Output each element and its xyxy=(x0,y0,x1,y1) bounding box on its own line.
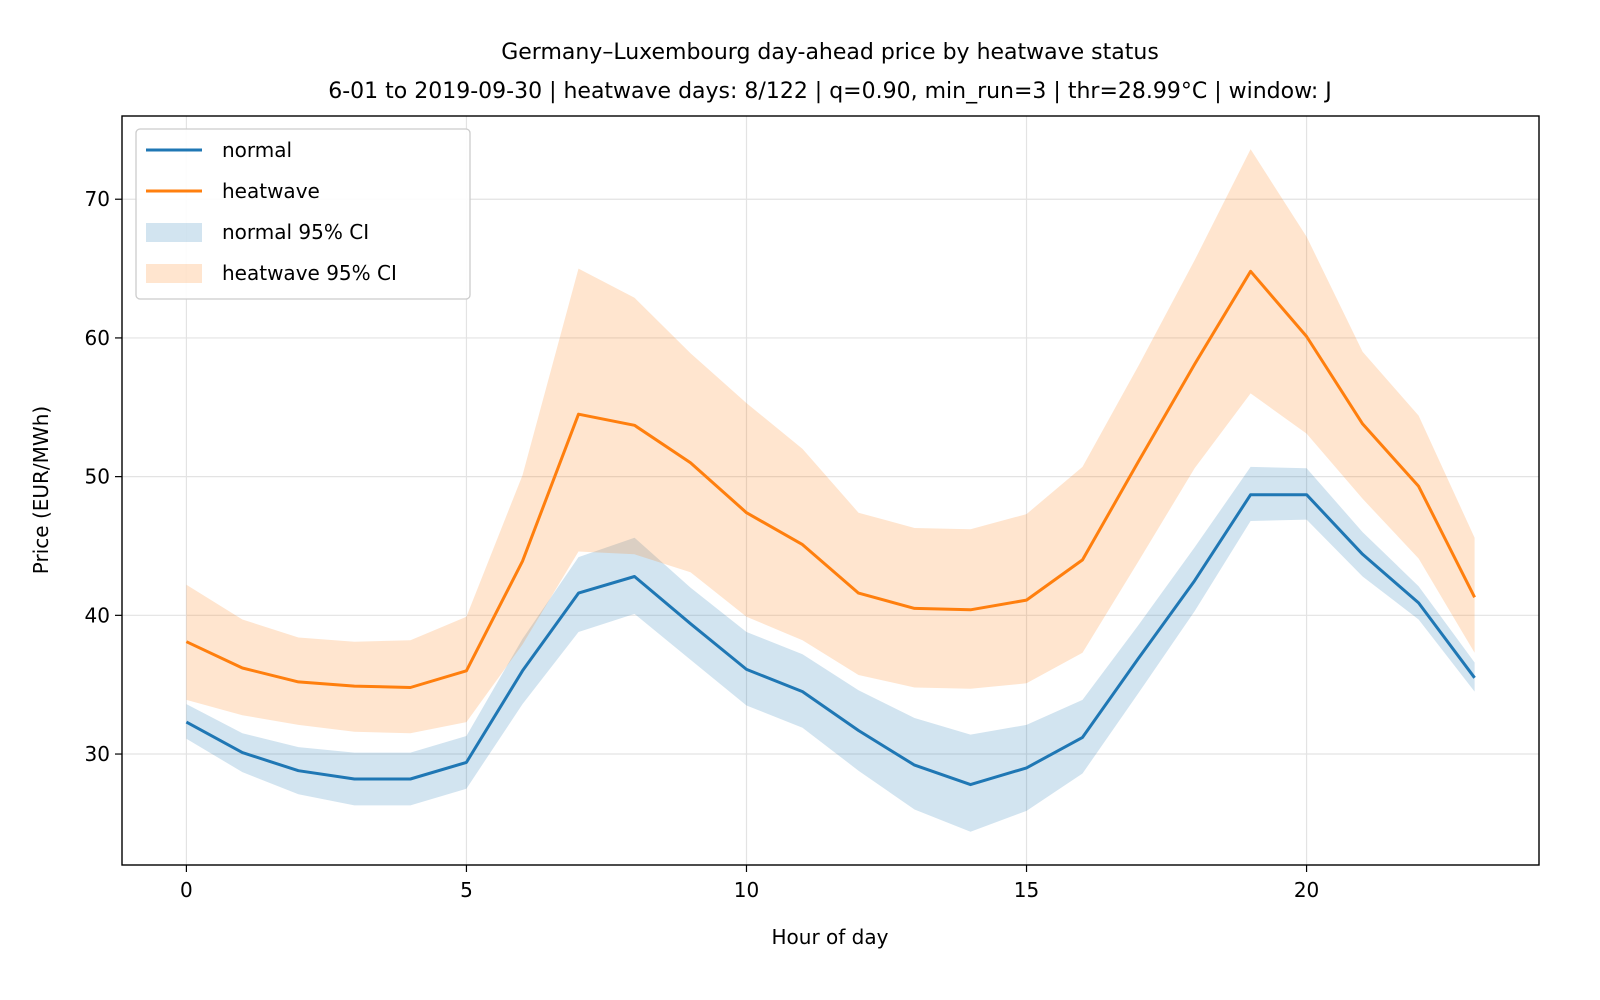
normal-series-line xyxy=(185,493,1476,787)
legend-normal-ci-swatch xyxy=(146,223,202,242)
y-tick-label: 50 xyxy=(85,465,110,489)
x-tick-label: 10 xyxy=(734,878,759,902)
x-tick-label: 20 xyxy=(1294,878,1319,902)
chart-subtitle: 6-01 to 2019-09-30 | heatwave days: 8/12… xyxy=(328,79,1332,104)
plot-frame xyxy=(121,115,1540,866)
legend: normal heatwave normal 95% CI heatwave 95% … xyxy=(135,128,471,300)
y-tick-label: 30 xyxy=(85,742,110,766)
y-axis-label: Price (EUR/MWh) xyxy=(29,406,53,574)
grid-lines xyxy=(122,116,1539,865)
legend-heatwave-ci-swatch xyxy=(146,264,202,283)
series-lines xyxy=(185,269,1476,787)
axis-ticks: 0 5 10 15 20 30 40 50 60 70 xyxy=(85,187,1320,902)
x-tick-label: 0 xyxy=(180,878,193,902)
legend-heatwave-ci-label: heatwave 95% CI xyxy=(222,261,397,285)
legend-normal-ci-label: normal 95% CI xyxy=(222,220,369,244)
heatwave-series-line xyxy=(185,269,1476,689)
normal-ci-band xyxy=(186,466,1475,832)
x-tick-label: 5 xyxy=(460,878,473,902)
y-tick-label: 70 xyxy=(85,187,110,211)
legend-box xyxy=(135,128,471,300)
x-axis-label: Hour of day xyxy=(772,925,889,949)
chart-title: Germany–Luxembourg day-ahead price by he… xyxy=(501,40,1159,65)
legend-normal-label: normal xyxy=(222,138,292,162)
x-tick-label: 15 xyxy=(1014,878,1039,902)
y-tick-label: 60 xyxy=(85,326,110,350)
y-tick-label: 40 xyxy=(85,603,110,627)
legend-heatwave-label: heatwave xyxy=(222,179,320,203)
